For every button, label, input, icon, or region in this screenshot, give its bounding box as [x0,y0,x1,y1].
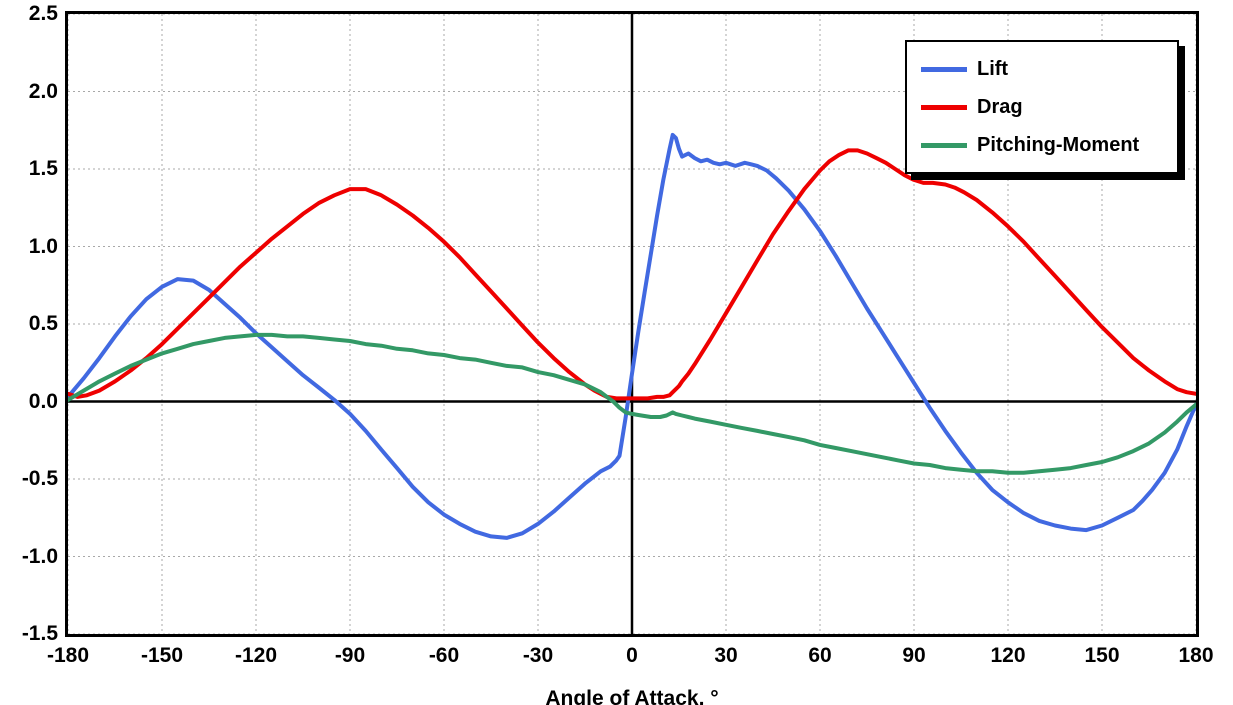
x-tick-label: 30 [714,644,738,667]
y-tick-label: -1.0 [21,544,58,568]
x-tick-label: -150 [140,644,184,667]
legend-item-lift: Lift [921,54,1167,84]
x-tick-label: 60 [808,644,832,667]
x-tick-label: 180 [1178,644,1214,667]
legend: Lift Drag Pitching-Moment [905,40,1179,174]
x-axis-title: Angle of Attack, ° [545,687,719,705]
y-tick-label: 0.0 [28,389,58,413]
legend-label-drag: Drag [977,95,1023,118]
y-tick-label: 1.5 [28,157,58,180]
lift-line-swatch [921,66,967,72]
legend-item-pitching-moment: Pitching-Moment [921,130,1167,160]
y-tick-label: 2.0 [28,79,58,103]
x-tick-label: -180 [46,644,90,667]
legend-label-lift: Lift [977,57,1009,80]
pitching-moment-line-swatch [921,142,967,148]
x-tick-label: -30 [522,644,554,667]
x-tick-label: 0 [626,644,638,667]
x-tick-label: -90 [334,644,366,667]
y-tick-label: -1.5 [21,622,58,645]
y-tick-label: -0.5 [21,467,58,490]
y-tick-label: 1.0 [28,234,58,258]
y-tick-label: 2.5 [28,2,58,25]
legend-label-pitching-moment: Pitching-Moment [977,133,1140,156]
x-tick-label: -60 [428,644,460,667]
x-tick-label: -120 [234,644,278,667]
x-tick-label: 150 [1084,644,1120,667]
x-tick-label: 90 [902,644,926,667]
x-tick-label: 120 [990,644,1026,667]
drag-line-swatch [921,104,967,110]
legend-item-drag: Drag [921,92,1167,122]
y-tick-label: 0.5 [28,312,58,335]
